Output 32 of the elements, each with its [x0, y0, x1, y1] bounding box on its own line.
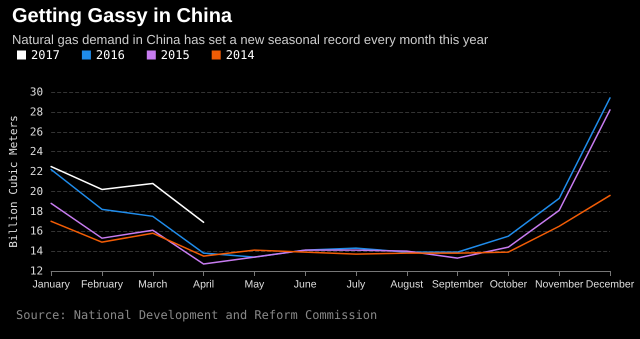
- legend-label: 2015: [160, 48, 190, 62]
- y-tick-label: 28: [30, 105, 44, 118]
- chart-subtitle: Natural gas demand in China has set a new seasonal record every month this year: [12, 32, 489, 47]
- y-axis-title: Billion Cubic Meters: [7, 115, 20, 248]
- x-tick-label: October: [490, 278, 528, 290]
- x-tick-label: February: [80, 278, 124, 290]
- x-tick-label: September: [432, 278, 484, 290]
- x-tick-label: December: [586, 278, 635, 290]
- legend-label: 2017: [31, 48, 60, 62]
- x-tick-label: May: [244, 278, 266, 290]
- y-tick-label: 24: [30, 145, 44, 158]
- y-tick-label: 26: [30, 125, 44, 138]
- y-tick-label: 22: [30, 165, 44, 178]
- y-tick-label: 16: [30, 224, 44, 238]
- line-series: [50, 194, 611, 257]
- x-tick-label: March: [138, 278, 168, 290]
- y-tick-label: 12: [30, 264, 44, 278]
- x-tick-label: January: [32, 278, 71, 290]
- x-tick-label: August: [390, 278, 424, 290]
- y-tick-label: 18: [30, 204, 44, 218]
- source-note: Source: National Development and Reform Commission: [16, 308, 378, 322]
- x-tick-label: June: [294, 278, 317, 290]
- y-tick-label: 30: [30, 86, 44, 98]
- y-tick-label: 14: [30, 244, 44, 258]
- y-tick-label: 20: [30, 184, 44, 198]
- chart-title: Getting Gassy in China: [12, 5, 233, 27]
- line-series: [50, 166, 204, 224]
- legend-label: 2014: [226, 48, 255, 62]
- x-tick-label: April: [193, 278, 214, 290]
- x-tick-label: November: [534, 278, 584, 290]
- x-tick-label: July: [346, 278, 366, 290]
- legend-label: 2016: [96, 48, 125, 62]
